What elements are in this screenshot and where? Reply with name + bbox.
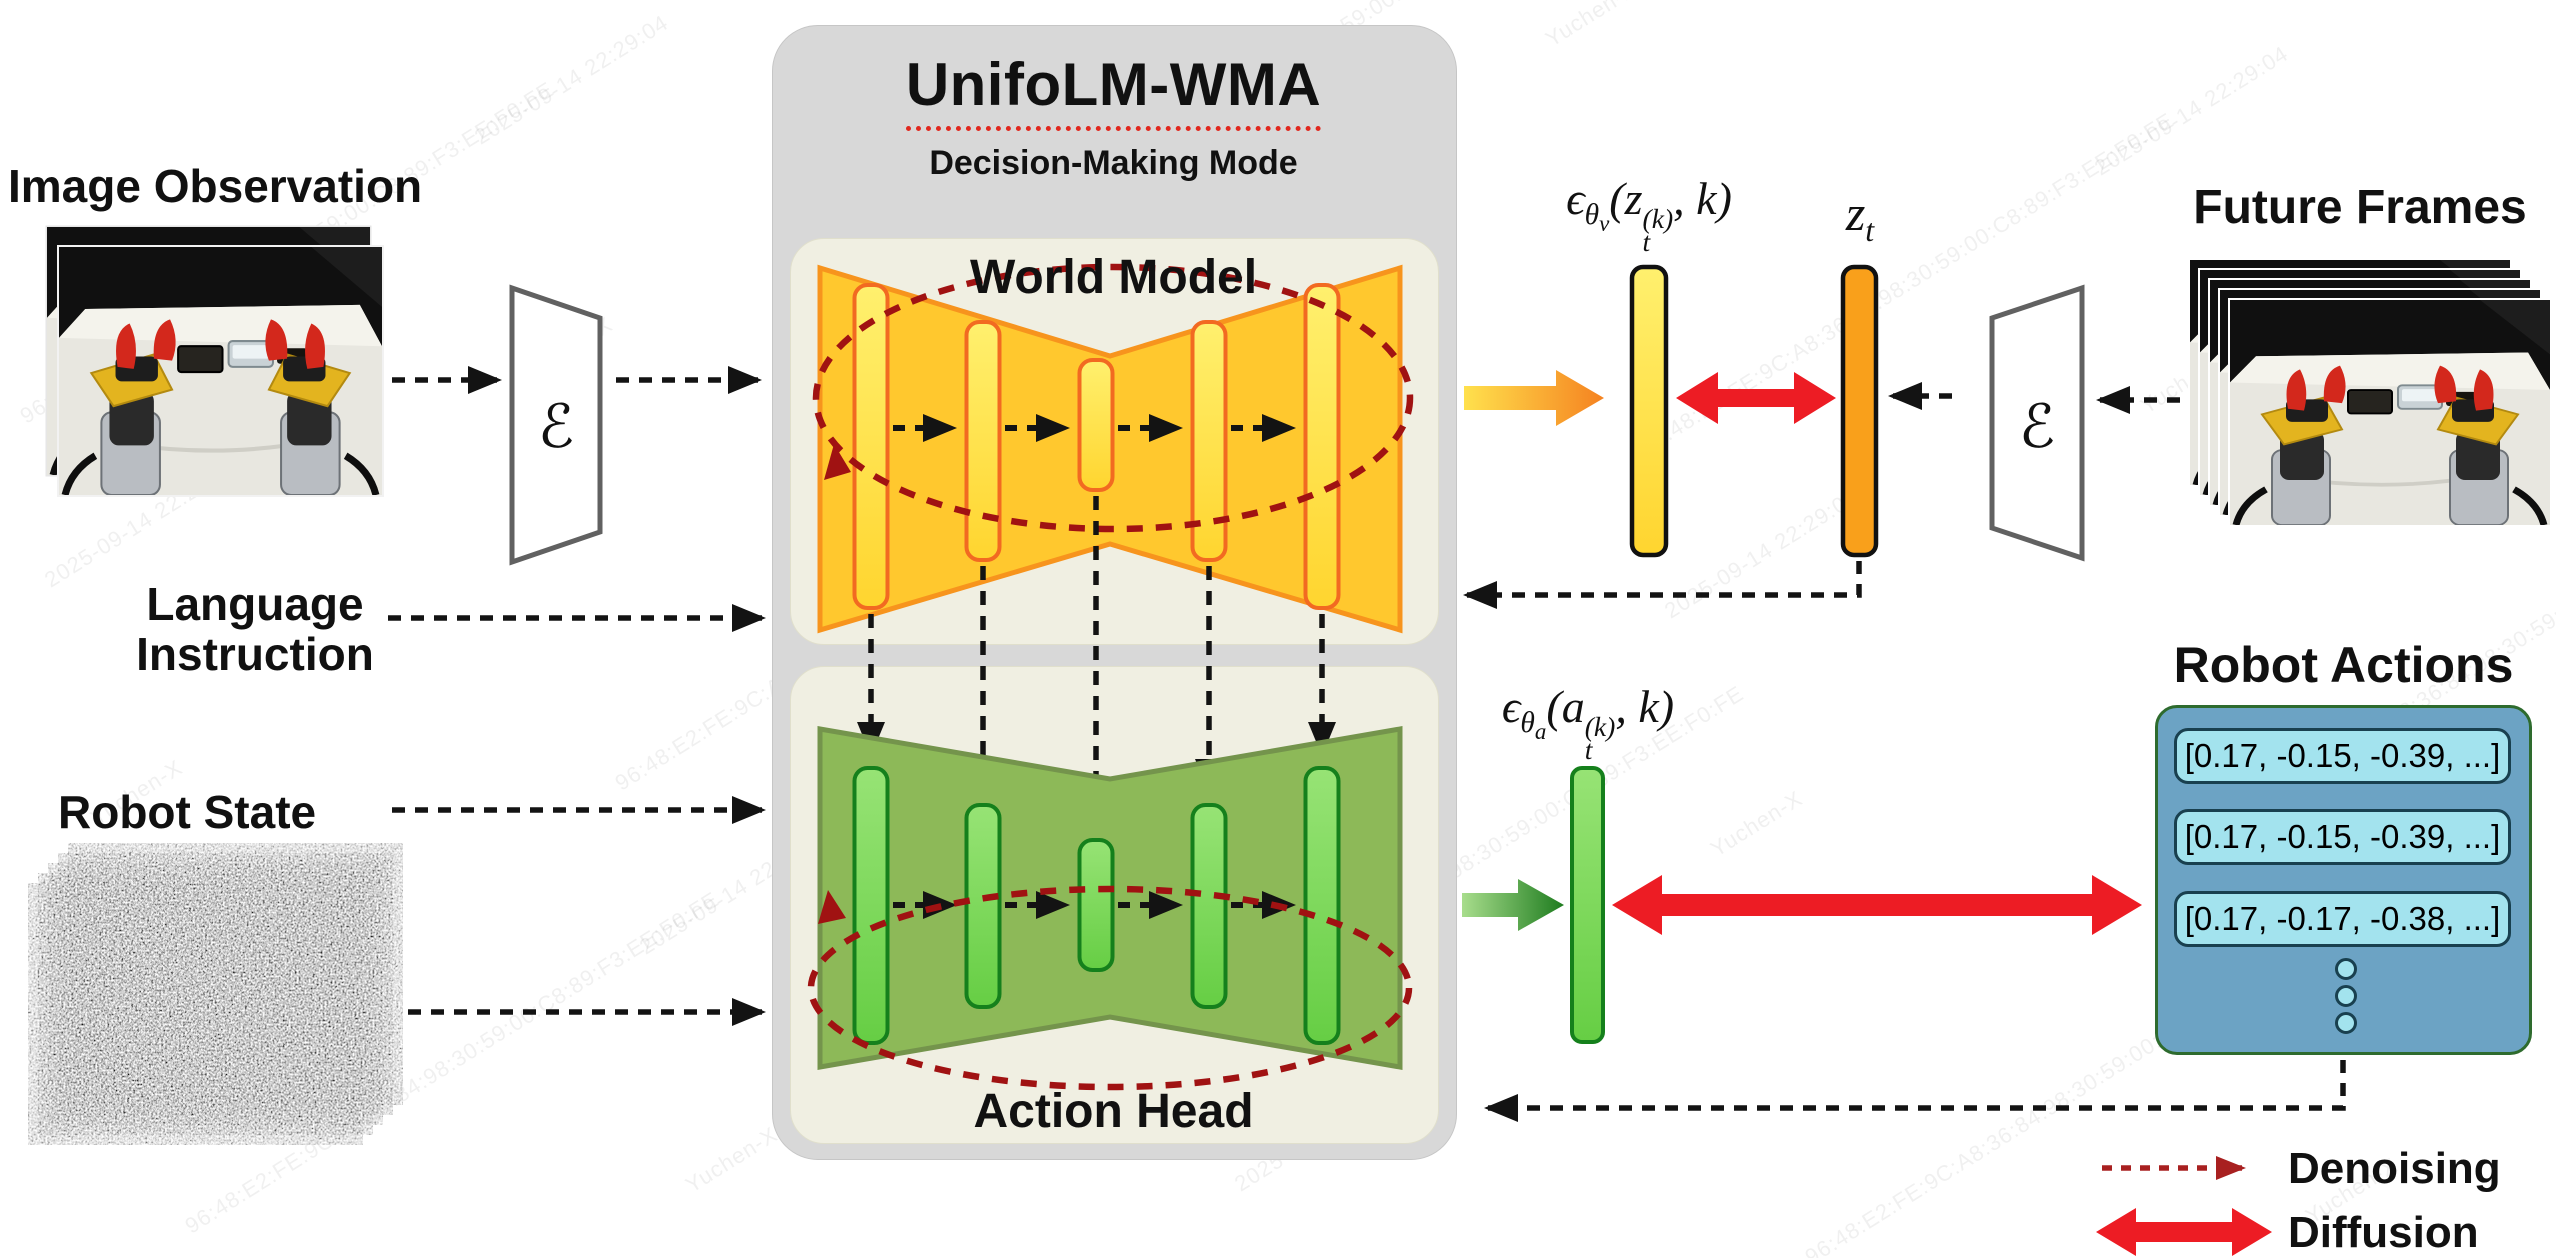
action-vector-chip: [0.17, -0.15, -0.39, ...] <box>2174 728 2511 784</box>
robot-actions-box: [0.17, -0.15, -0.39, ...] [0.17, -0.15, … <box>2155 705 2532 1055</box>
world-model-bar <box>964 320 1002 562</box>
skip-connections <box>857 496 1336 828</box>
denoising-loop-world <box>812 263 1414 533</box>
action-head-bar <box>1303 766 1341 1045</box>
action-head-bar <box>964 803 1002 1009</box>
future-frame <box>2228 298 2552 527</box>
noise-frame <box>26 881 365 1147</box>
action-vector-chip: [0.17, -0.15, -0.39, ...] <box>2174 809 2511 865</box>
image-observation-stack <box>45 225 384 497</box>
world-model-bar <box>1077 358 1115 492</box>
encoder-right <box>1989 284 2085 562</box>
predicted-action-noise-bar <box>1570 766 1605 1044</box>
denoising-loop-arrowhead <box>824 444 851 480</box>
latent-feedback-arrow <box>1463 561 1862 609</box>
robot-state-noise-stack <box>26 841 405 1147</box>
diffusion-loss-arrow-action <box>1612 875 2142 935</box>
latent-bar <box>1840 264 1879 558</box>
action-head-bar <box>852 766 890 1045</box>
observation-frame-front <box>57 245 384 497</box>
world-model-bar <box>1190 320 1228 562</box>
denoising-loop-arrowhead <box>818 890 846 924</box>
ellipsis-dot <box>2335 985 2357 1007</box>
worldmodel-output-arrow <box>1464 370 1604 426</box>
denoising-loop-action <box>807 885 1413 1091</box>
encoder-left <box>509 284 603 566</box>
action-head-bar <box>1077 838 1115 972</box>
future-frames-stack <box>2188 258 2552 527</box>
action-head-unet <box>807 726 1413 1091</box>
diffusion-loss-arrow-video <box>1676 372 1836 424</box>
actionhead-output-arrow <box>1462 879 1564 931</box>
action-head-bar <box>1190 803 1228 1009</box>
world-model-unet <box>812 263 1414 634</box>
ellipsis-dot <box>2335 958 2357 980</box>
world-model-bar <box>852 283 890 610</box>
world-model-bar <box>1303 283 1341 610</box>
predicted-noise-bar <box>1629 264 1669 558</box>
actions-feedback-arrow <box>1484 1060 2346 1122</box>
action-vector-chip: [0.17, -0.17, -0.38, ...] <box>2174 891 2511 947</box>
legend-diffusion-loss-arrow-icon <box>2096 1208 2272 1256</box>
ellipsis-dot <box>2335 1012 2357 1034</box>
